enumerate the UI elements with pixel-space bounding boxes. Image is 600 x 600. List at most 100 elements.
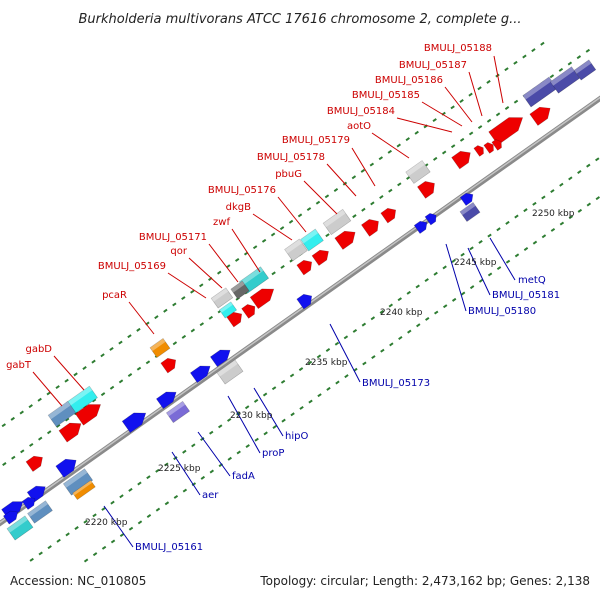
gene-label-gabt[interactable]: gabT: [6, 360, 32, 371]
guide-dot: [208, 315, 213, 320]
guide-dot: [460, 291, 466, 296]
backbone-highlight: [0, 96, 600, 524]
accession-text: Accession: NC_010805: [10, 574, 147, 588]
gene-feature: [483, 142, 494, 154]
gene-label-fada[interactable]: fadA: [232, 471, 255, 482]
gene-highlight: [216, 359, 238, 377]
gene-arrow: [249, 288, 275, 310]
gene-label-bmulj-05187[interactable]: BMULJ_05187: [399, 60, 467, 71]
guide-dot: [252, 245, 258, 250]
gene-label-aer[interactable]: aer: [202, 490, 219, 501]
gene-label-bmulj-05178[interactable]: BMULJ_05178: [257, 152, 325, 163]
gene-feature: [284, 238, 308, 262]
guide-dot: [200, 475, 206, 480]
guide-dot: [531, 48, 536, 53]
leader-line-forward: [277, 196, 307, 233]
gene-feature: [459, 202, 481, 222]
guide-dot: [20, 449, 25, 454]
gene-label-zwf[interactable]: zwf: [213, 217, 230, 228]
gene-feature: [296, 259, 313, 276]
gene-arrow: [189, 365, 211, 384]
guide-dot: [532, 240, 538, 245]
guide-dot: [110, 539, 116, 544]
gene-label-gabd[interactable]: gabD: [25, 344, 52, 355]
guide-dot: [83, 558, 89, 563]
gene-label-bmulj-05185[interactable]: BMULJ_05185: [352, 90, 420, 101]
guide-dot: [486, 118, 492, 123]
gene-feature: [149, 338, 171, 358]
gene-label-metq[interactable]: metQ: [518, 275, 546, 286]
gene-label-hipo[interactable]: hipO: [285, 431, 308, 442]
guide-dot: [352, 328, 358, 333]
guide-dot: [46, 430, 52, 435]
gene-highlight: [323, 209, 346, 228]
gene-label-bmulj-05186[interactable]: BMULJ_05186: [375, 75, 443, 86]
gene-arrow: [209, 349, 231, 368]
gene-arrow: [58, 422, 82, 443]
gene-box: [549, 66, 581, 94]
leader-line-forward: [167, 272, 207, 299]
guide-dot: [146, 475, 151, 480]
gene-label-bmulj-05169[interactable]: BMULJ_05169: [98, 261, 166, 272]
guide-dot: [100, 353, 105, 358]
gene-label-dkgb[interactable]: dkgB: [226, 202, 251, 213]
gene-label-bmulj-05180[interactable]: BMULJ_05180: [468, 306, 536, 317]
guide-dot: [380, 348, 385, 353]
gene-arrow: [296, 293, 313, 310]
gene-arrow: [413, 220, 428, 234]
guide-dot: [541, 234, 547, 239]
guide-dot: [92, 513, 97, 518]
gene-label-bmulj-05173[interactable]: BMULJ_05173: [362, 378, 430, 389]
gene-label-bmulj-05171[interactable]: BMULJ_05171: [139, 232, 207, 243]
gene-highlight: [48, 401, 71, 420]
guide-dot: [289, 373, 295, 378]
leader-line-forward: [371, 132, 410, 159]
guide-dot: [379, 309, 385, 314]
gene-label-bmulj-05176[interactable]: BMULJ_05176: [208, 185, 276, 196]
leader-line-reverse: [445, 243, 467, 312]
guide-dot: [182, 449, 187, 454]
guide-dot: [362, 361, 367, 366]
gene-label-prop[interactable]: proP: [262, 448, 284, 459]
guide-dot: [56, 538, 61, 543]
leader-line-forward: [188, 257, 223, 289]
guide-dot: [290, 412, 295, 417]
gene-highlight: [300, 229, 319, 244]
gene-feature: [2, 510, 19, 525]
gene-feature: [25, 455, 43, 472]
gene-label-bmulj-05179[interactable]: BMULJ_05179: [282, 135, 350, 146]
gene-label-bmulj-05161[interactable]: BMULJ_05161: [135, 542, 203, 553]
gene-label-qor[interactable]: qor: [170, 246, 187, 257]
gene-label-bmulj-05188[interactable]: BMULJ_05188: [424, 43, 492, 54]
gene-feature: [218, 301, 238, 319]
gene-arrow: [488, 117, 524, 146]
tick-label-2230: 2230 kbp: [230, 411, 273, 421]
guide-dot: [280, 379, 286, 384]
gene-label-bmulj-05181[interactable]: BMULJ_05181: [492, 290, 560, 301]
gene-label-pbug[interactable]: pbuG: [275, 169, 302, 180]
gene-feature: [405, 160, 431, 184]
leader-line-forward: [128, 301, 155, 335]
gene-box: [284, 238, 308, 262]
leader-line-reverse: [103, 505, 134, 548]
guide-dot: [361, 322, 367, 327]
guide-dot: [361, 207, 366, 212]
guide-dot: [513, 99, 519, 104]
gene-feature: [334, 230, 356, 250]
guide-dot: [127, 334, 132, 339]
guide-dot: [496, 266, 502, 271]
gene-arrow: [417, 181, 435, 199]
guide-dot: [442, 304, 448, 309]
guide-dot: [128, 526, 134, 531]
guide-dot: [406, 290, 411, 295]
gene-feature: [529, 106, 551, 126]
guide-dot: [217, 270, 222, 275]
gene-label-bmulj-05184[interactable]: BMULJ_05184: [327, 106, 395, 117]
gene-highlight: [63, 468, 88, 488]
guide-dot: [297, 213, 303, 218]
gene-label-pcar[interactable]: pcaR: [102, 290, 127, 301]
gene-label-aoto[interactable]: aotO: [347, 121, 371, 132]
guide-dot: [38, 436, 43, 441]
guide-dot: [254, 437, 259, 442]
guide-dot: [434, 310, 439, 315]
